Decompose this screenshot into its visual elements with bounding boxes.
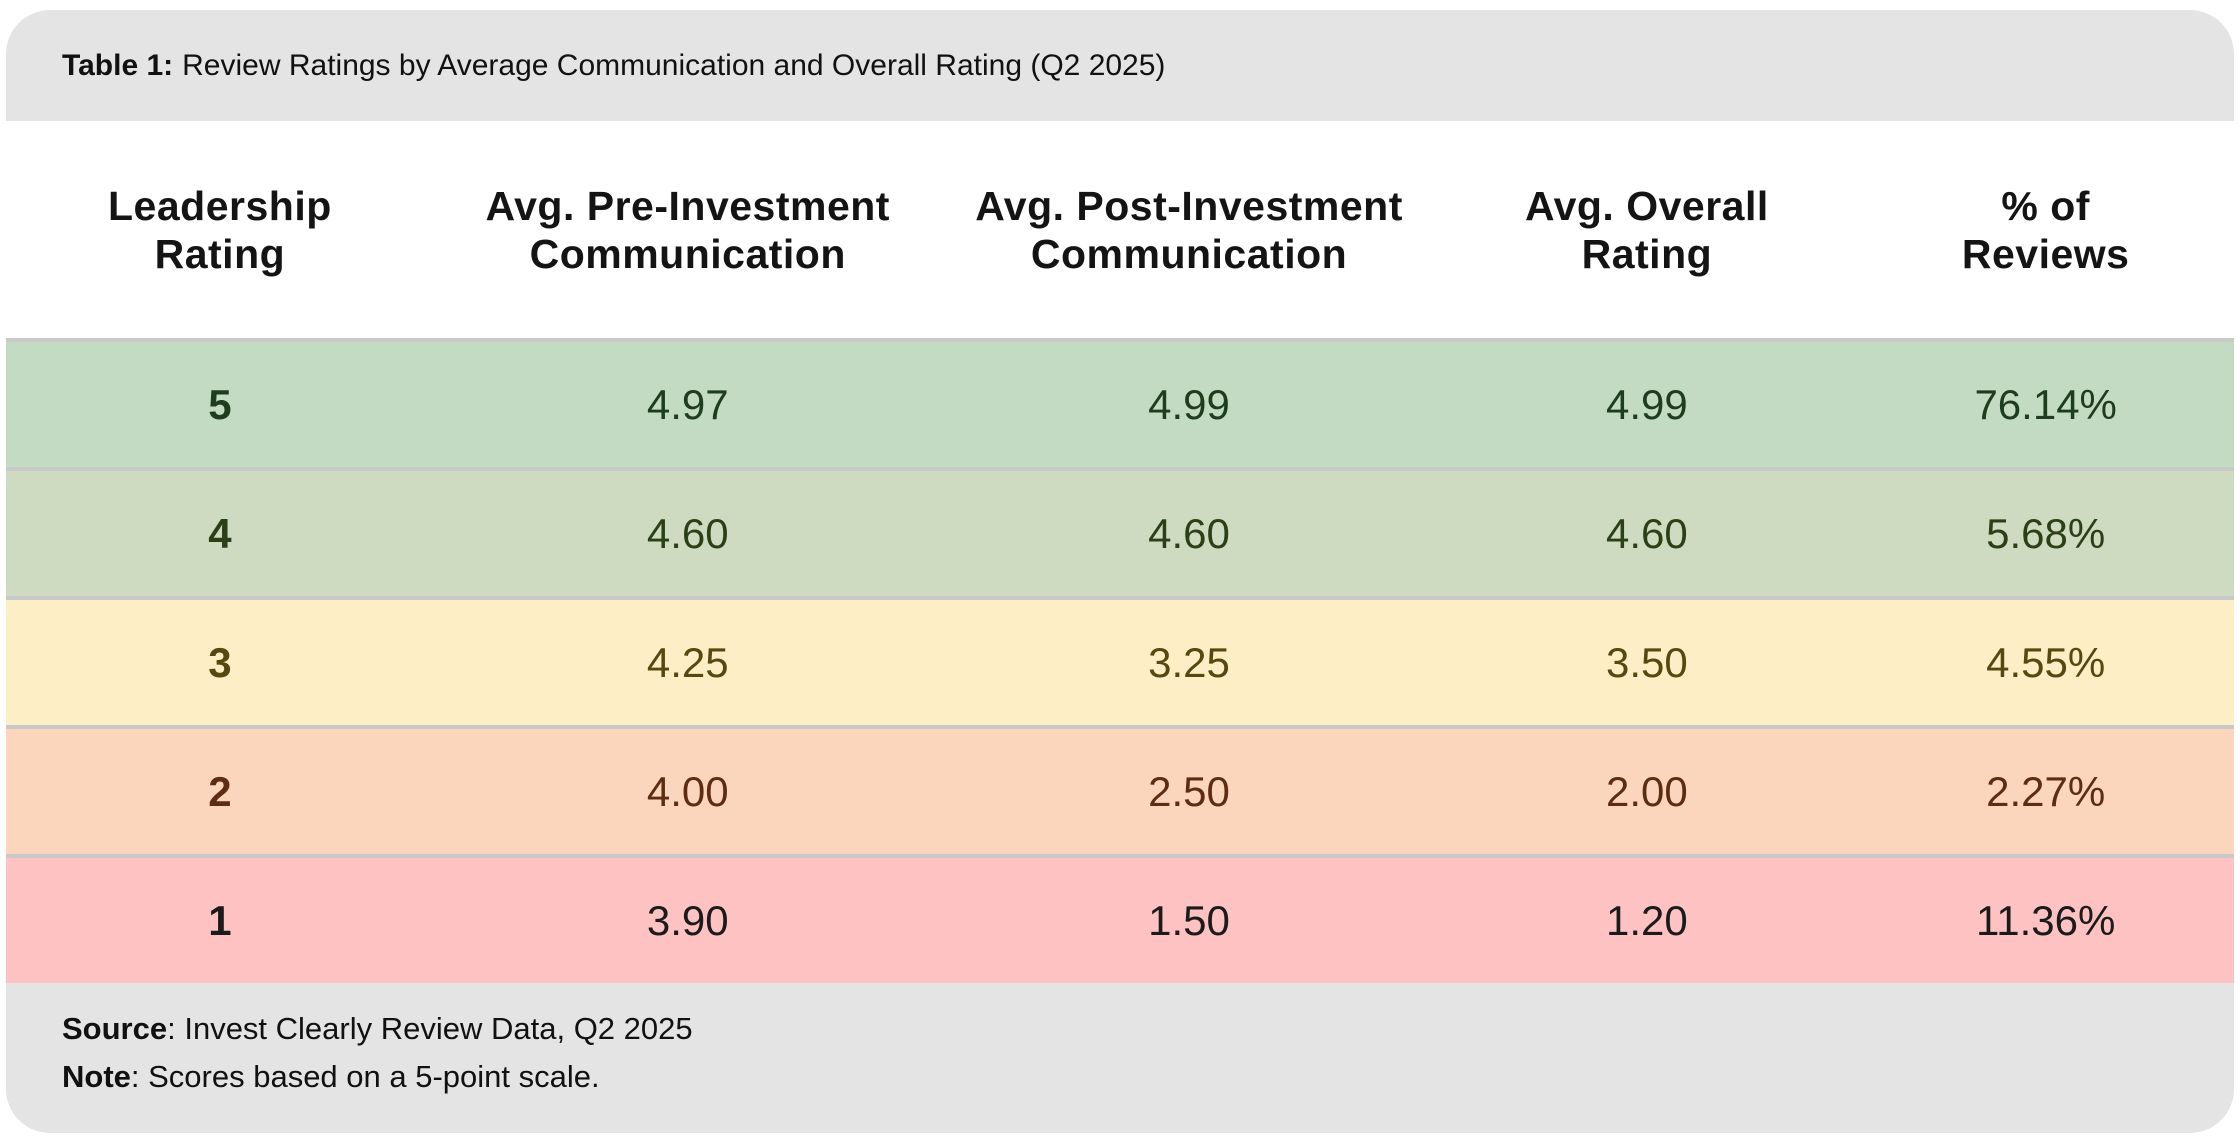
cell-leadership-rating: 2 xyxy=(208,767,232,815)
cell-pre-investment-communication: 4.97 xyxy=(646,380,729,428)
note-text: : Scores based on a 5-point scale. xyxy=(130,1059,600,1094)
cell-overall-rating: 2.00 xyxy=(1606,767,1688,815)
cell-leadership-rating: 1 xyxy=(208,896,232,944)
cell-pct-of-reviews: 4.55% xyxy=(1986,638,2106,686)
cell-leadership-rating: 4 xyxy=(208,509,232,557)
table-row-rating-3: 3 4.25 3.25 3.50 4.55% xyxy=(6,596,2234,725)
column-header-row: Leadership Rating Avg. Pre-Investment Co… xyxy=(6,121,2234,338)
cell-pct-of-reviews: 2.27% xyxy=(1986,767,2106,815)
cell-overall-rating: 4.99 xyxy=(1606,380,1688,428)
cell-overall-rating: 4.60 xyxy=(1606,509,1688,557)
table-title-prefix: Table 1: xyxy=(62,48,174,82)
cell-post-investment-communication: 2.50 xyxy=(1148,767,1230,815)
cell-pre-investment-communication: 4.60 xyxy=(646,509,729,557)
cell-overall-rating: 1.20 xyxy=(1606,896,1688,944)
note-line: Note: Scores based on a 5-point scale. xyxy=(62,1053,2234,1101)
column-header-pre-investment-communication: Avg. Pre-Investment Communication xyxy=(485,182,890,277)
table-row-rating-4: 4 4.60 4.60 4.60 5.68% xyxy=(6,467,2234,596)
table-row-rating-1: 1 3.90 1.50 1.20 11.36% xyxy=(6,854,2234,983)
table-footer: Source: Invest Clearly Review Data, Q2 2… xyxy=(6,983,2234,1133)
cell-leadership-rating: 3 xyxy=(208,638,232,686)
cell-post-investment-communication: 4.99 xyxy=(1148,380,1230,428)
table-row-rating-2: 2 4.00 2.50 2.00 2.27% xyxy=(6,725,2234,854)
table-body: 5 4.97 4.99 4.99 76.14% 4 4.60 4.60 4.60… xyxy=(6,338,2234,983)
table-figure-card: Table 1: Review Ratings by Average Commu… xyxy=(6,10,2234,1135)
source-line: Source: Invest Clearly Review Data, Q2 2… xyxy=(62,1005,2234,1053)
cell-pre-investment-communication: 4.25 xyxy=(646,638,729,686)
cell-pct-of-reviews: 11.36% xyxy=(1976,896,2116,944)
note-label: Note xyxy=(62,1059,131,1094)
cell-overall-rating: 3.50 xyxy=(1606,638,1688,686)
column-header-pct-of-reviews: % of Reviews xyxy=(1961,182,2130,277)
table-row-rating-5: 5 4.97 4.99 4.99 76.14% xyxy=(6,338,2234,467)
table-title-text: Review Ratings by Average Communication … xyxy=(182,48,1166,82)
column-header-leadership-rating: Leadership Rating xyxy=(108,182,332,277)
source-label: Source xyxy=(62,1011,168,1046)
cell-post-investment-communication: 4.60 xyxy=(1148,509,1230,557)
column-header-post-investment-communication: Avg. Post-Investment Communication xyxy=(975,182,1403,277)
table-title-bar: Table 1: Review Ratings by Average Commu… xyxy=(6,10,2234,121)
cell-leadership-rating: 5 xyxy=(208,380,232,428)
cell-post-investment-communication: 3.25 xyxy=(1148,638,1230,686)
column-header-overall-rating: Avg. Overall Rating xyxy=(1525,182,1769,277)
cell-pct-of-reviews: 76.14% xyxy=(1974,380,2117,428)
cell-pre-investment-communication: 3.90 xyxy=(646,896,729,944)
cell-pre-investment-communication: 4.00 xyxy=(646,767,729,815)
cell-pct-of-reviews: 5.68% xyxy=(1986,509,2106,557)
cell-post-investment-communication: 1.50 xyxy=(1148,896,1230,944)
source-text: : Invest Clearly Review Data, Q2 2025 xyxy=(167,1011,693,1046)
